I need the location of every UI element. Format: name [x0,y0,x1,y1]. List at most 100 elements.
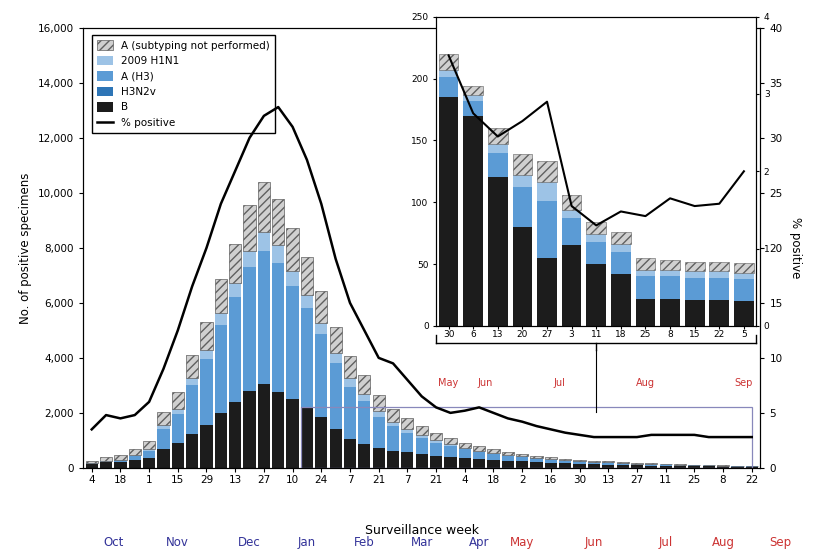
Bar [344,356,356,379]
Text: Sep: Sep [770,536,791,549]
Bar [617,463,629,465]
Bar [301,257,313,295]
Bar [143,458,155,468]
Bar [502,461,514,468]
Bar [186,433,199,468]
Bar [459,448,471,449]
Bar [330,326,342,354]
Bar [537,201,557,258]
Bar [685,300,705,326]
Bar [745,466,758,467]
Bar [487,454,499,460]
Bar [172,392,184,409]
Bar [301,407,313,468]
Bar [315,291,327,323]
Bar [439,70,459,77]
Bar [645,466,657,468]
Bar [401,429,414,433]
Bar [502,455,514,456]
Bar [214,413,227,468]
Text: Oct: Oct [103,536,124,549]
Bar [545,460,557,463]
Bar [562,195,582,209]
Bar [86,465,98,468]
Bar [502,452,514,455]
Bar [602,463,614,465]
Bar [430,433,442,440]
Bar [214,325,227,413]
Bar [731,467,744,468]
Text: Mar: Mar [411,536,433,549]
Bar [559,458,572,460]
Legend: A (subtyping not performed), 2009 H1N1, A (H3), H3N2v, B, % positive: A (subtyping not performed), 2009 H1N1, … [91,35,275,133]
Bar [401,418,414,429]
Bar [636,270,656,276]
Text: Aug: Aug [636,378,655,388]
Bar [143,451,155,458]
Bar [301,407,752,468]
Bar [157,428,170,449]
Bar [172,414,184,443]
Bar [685,262,705,271]
Bar [513,187,533,227]
Bar [588,462,600,464]
Text: Jun: Jun [478,378,493,388]
Bar [358,401,371,444]
Bar [100,461,112,462]
Bar [372,411,385,417]
Bar [688,466,701,468]
Bar [258,251,270,384]
Bar [513,175,533,187]
Bar [562,218,582,246]
Bar [439,54,459,70]
Bar [258,182,270,232]
Bar [537,258,557,326]
Bar [587,222,606,234]
Bar [611,252,631,274]
Bar [513,227,533,326]
Bar [200,425,213,468]
Bar [172,443,184,468]
Bar [745,467,758,468]
Bar [100,457,112,461]
Bar [344,387,356,439]
Bar [115,455,126,460]
Bar [587,242,606,264]
Bar [416,426,428,435]
Bar [530,458,543,462]
Bar [645,464,657,466]
Bar [115,462,126,468]
Bar [631,465,643,468]
Bar [439,97,459,326]
Bar [661,276,680,299]
Y-axis label: % positive: % positive [789,217,802,278]
Text: Jul: Jul [553,378,565,388]
Bar [157,412,170,425]
Bar [445,438,456,444]
Bar [562,209,582,218]
Bar [559,461,572,463]
Bar [243,251,256,267]
Bar [661,299,680,326]
Bar [129,455,140,456]
Bar [685,271,705,277]
Bar [611,274,631,326]
Bar [488,153,508,178]
Bar [330,363,342,429]
Bar [588,461,600,462]
Bar [143,449,155,451]
Bar [401,433,414,452]
Bar [573,460,586,461]
Text: May: May [439,378,459,388]
Bar [258,384,270,468]
Bar [464,95,483,101]
Y-axis label: No. of positive specimens: No. of positive specimens [19,172,32,324]
Bar [611,244,631,252]
Text: Jan: Jan [297,536,316,549]
Bar [243,391,256,468]
Bar [143,441,155,449]
Bar [473,446,485,451]
Bar [445,457,456,468]
Bar [602,465,614,468]
Bar [287,271,298,286]
